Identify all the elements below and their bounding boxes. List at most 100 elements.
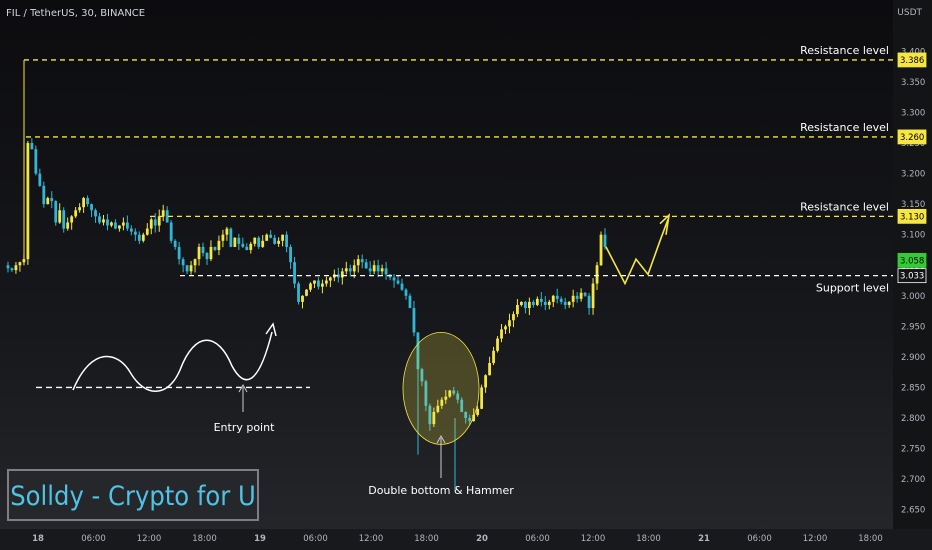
candle-body bbox=[185, 265, 189, 272]
candle-body bbox=[249, 243, 253, 250]
x-tick-label: 12:00 bbox=[137, 534, 162, 544]
candle-body bbox=[587, 295, 591, 309]
candle-body bbox=[404, 289, 408, 296]
price-unit-label: USDT bbox=[897, 8, 922, 18]
candle-body bbox=[591, 283, 595, 309]
candle-body bbox=[70, 216, 74, 223]
candle-body bbox=[106, 219, 109, 226]
candle-body bbox=[181, 259, 185, 266]
candle-body bbox=[368, 268, 372, 272]
candle-body bbox=[118, 225, 121, 229]
candle-body bbox=[225, 228, 229, 235]
x-tick-label: 06:00 bbox=[303, 534, 328, 544]
x-tick-label: 18:00 bbox=[858, 534, 883, 544]
x-tick-label: 06:00 bbox=[81, 534, 106, 544]
candle-body bbox=[38, 173, 42, 186]
candle-body bbox=[86, 198, 89, 205]
candle-body bbox=[500, 329, 503, 339]
x-tick-label: 12:00 bbox=[359, 534, 384, 544]
candle-body bbox=[344, 268, 348, 272]
candle-body bbox=[488, 363, 491, 376]
candle-body bbox=[516, 304, 519, 315]
candle-body bbox=[579, 292, 583, 299]
candle-body bbox=[380, 268, 384, 272]
candle-body bbox=[539, 298, 543, 302]
candle-body bbox=[508, 320, 511, 327]
candle-body bbox=[555, 295, 559, 299]
candle-body bbox=[261, 240, 265, 247]
y-tick-label: 3.400 bbox=[901, 47, 925, 57]
candle-body bbox=[567, 301, 571, 305]
candle-body bbox=[492, 350, 495, 364]
candle-body bbox=[285, 234, 288, 247]
symbol-title: FIL / TetherUS, 30, BINANCE bbox=[6, 8, 146, 19]
candle-body bbox=[603, 234, 607, 247]
price-tag bbox=[897, 129, 927, 145]
candle-body bbox=[297, 283, 300, 302]
candle-body bbox=[145, 228, 149, 235]
candle-body bbox=[78, 207, 82, 211]
candle-body bbox=[58, 210, 62, 223]
candle-body bbox=[440, 399, 444, 406]
x-tick-label: 19 bbox=[254, 534, 266, 544]
candle-body bbox=[14, 265, 18, 271]
candle-body bbox=[94, 210, 97, 217]
candle-body bbox=[504, 326, 507, 330]
candle-body bbox=[98, 216, 101, 223]
resistance-label: Resistance level bbox=[800, 200, 889, 213]
candle-body bbox=[512, 314, 515, 321]
candle-body bbox=[245, 246, 249, 250]
price-tag bbox=[897, 208, 927, 224]
projection-arrowhead bbox=[659, 212, 671, 235]
candle-body bbox=[114, 222, 117, 229]
candle-body bbox=[273, 237, 277, 244]
candle-body bbox=[209, 246, 213, 260]
candle-body bbox=[313, 280, 316, 284]
y-tick-label: 2.700 bbox=[901, 475, 925, 485]
candle-body bbox=[535, 298, 539, 305]
candle-body bbox=[551, 295, 555, 302]
price-tag bbox=[897, 268, 927, 284]
candle-body bbox=[237, 237, 241, 244]
candle-body bbox=[46, 198, 50, 205]
x-tick-label: 20 bbox=[476, 534, 488, 544]
candle-body bbox=[157, 216, 161, 226]
candle-body bbox=[229, 228, 233, 247]
brand-watermark: Solldy - Crypto for U bbox=[7, 469, 259, 521]
annotation-arrowhead bbox=[436, 434, 446, 444]
x-tick-label: 06:00 bbox=[747, 534, 772, 544]
candle-body bbox=[165, 210, 169, 223]
candle-body bbox=[90, 204, 93, 211]
y-tick-label: 2.750 bbox=[901, 445, 925, 455]
candle-body bbox=[6, 265, 10, 269]
candle-body bbox=[583, 292, 587, 296]
candle-body bbox=[129, 228, 133, 232]
candle-body bbox=[141, 234, 145, 241]
candle-body bbox=[324, 280, 328, 284]
candle-body bbox=[265, 234, 269, 241]
candle-body bbox=[26, 143, 30, 260]
candle-body bbox=[476, 408, 480, 415]
candle-body bbox=[527, 301, 531, 309]
candle-body bbox=[213, 246, 217, 250]
candle-body bbox=[193, 259, 197, 266]
candle-body bbox=[524, 301, 527, 309]
candle-body bbox=[177, 246, 181, 260]
candle-body bbox=[30, 143, 34, 150]
candle-body bbox=[412, 308, 416, 333]
candle-body bbox=[321, 283, 324, 287]
candle-body bbox=[161, 210, 165, 217]
price-tag-label: 3.033 bbox=[900, 272, 924, 282]
y-tick-label: 3.150 bbox=[901, 200, 925, 210]
candle-body bbox=[444, 396, 448, 400]
x-tick-label: 12:00 bbox=[581, 534, 606, 544]
candle-body bbox=[217, 240, 221, 250]
candle-body bbox=[595, 265, 599, 284]
candle-body bbox=[468, 418, 472, 422]
candle-body bbox=[348, 268, 352, 272]
candle-body bbox=[293, 262, 296, 284]
double-bottom-highlight bbox=[402, 332, 480, 445]
candle-body bbox=[575, 295, 579, 299]
x-tick-label: 18:00 bbox=[192, 534, 217, 544]
